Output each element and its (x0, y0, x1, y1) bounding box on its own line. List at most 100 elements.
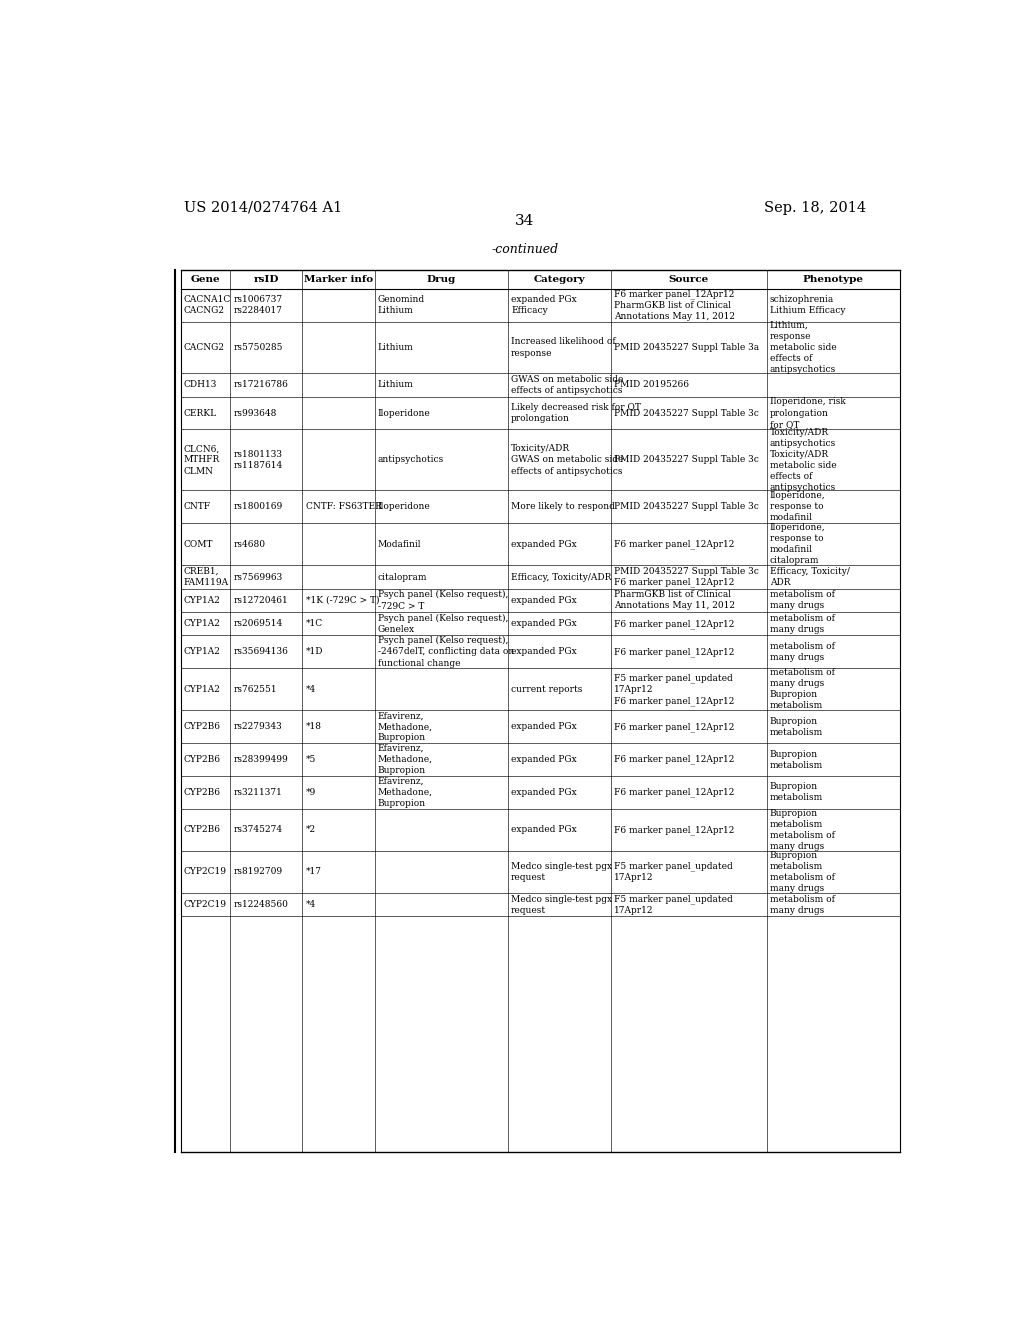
Text: *9: *9 (305, 788, 315, 797)
Text: expanded PGx: expanded PGx (511, 722, 577, 731)
Text: Iloperidone: Iloperidone (378, 503, 431, 511)
Text: metabolism of
many drugs: metabolism of many drugs (770, 895, 835, 915)
Text: expanded PGx: expanded PGx (511, 647, 577, 656)
Text: CLCN6,
MTHFR
CLMN: CLCN6, MTHFR CLMN (183, 445, 220, 475)
Text: *5: *5 (305, 755, 316, 764)
Text: Bupropion
metabolism: Bupropion metabolism (770, 717, 823, 737)
Text: Psych panel (Kelso request),
-729C > T: Psych panel (Kelso request), -729C > T (378, 590, 508, 611)
Text: Source: Source (669, 275, 709, 284)
Text: COMT: COMT (183, 540, 213, 549)
Text: Lithium: Lithium (378, 380, 414, 389)
Text: metabolism of
many drugs
Bupropion
metabolism: metabolism of many drugs Bupropion metab… (770, 668, 835, 710)
Text: Efficacy, Toxicity/
ADR: Efficacy, Toxicity/ ADR (770, 568, 850, 587)
Text: Toxicity/ADR
antipsychotics
Toxicity/ADR
metabolic side
effects of
antipsychotic: Toxicity/ADR antipsychotics Toxicity/ADR… (770, 428, 837, 492)
Text: F6 marker panel_12Apr12: F6 marker panel_12Apr12 (613, 755, 734, 764)
Text: Bupropion
metabolism: Bupropion metabolism (770, 750, 823, 770)
Text: PMID 20435227 Suppl Table 3c: PMID 20435227 Suppl Table 3c (613, 503, 759, 511)
Text: F5 marker panel_updated
17Apr12
F6 marker panel_12Apr12: F5 marker panel_updated 17Apr12 F6 marke… (613, 673, 734, 706)
Text: PharmGKB list of Clinical
Annotations May 11, 2012: PharmGKB list of Clinical Annotations Ma… (613, 590, 735, 610)
Text: *4: *4 (305, 685, 315, 694)
Text: CYP2B6: CYP2B6 (183, 755, 221, 764)
Text: Psych panel (Kelso request),
Genelex: Psych panel (Kelso request), Genelex (378, 614, 508, 634)
Text: Medco single-test pgx
request: Medco single-test pgx request (511, 895, 612, 915)
Text: 34: 34 (515, 214, 535, 228)
Text: Lithium,
response
metabolic side
effects of
antipsychotics: Lithium, response metabolic side effects… (770, 321, 837, 375)
Text: rs1800169: rs1800169 (233, 503, 283, 511)
Text: Iloperidone,
response to
modafinil: Iloperidone, response to modafinil (770, 491, 825, 523)
Text: Marker info: Marker info (304, 275, 373, 284)
Text: Sep. 18, 2014: Sep. 18, 2014 (764, 201, 866, 215)
Text: Efavirenz,
Methadone,
Bupropion: Efavirenz, Methadone, Bupropion (378, 744, 433, 775)
Text: More likely to respond: More likely to respond (511, 503, 615, 511)
Text: Drug: Drug (427, 275, 456, 284)
Text: CYP2B6: CYP2B6 (183, 825, 221, 834)
Text: *1K (-729C > T): *1K (-729C > T) (305, 595, 379, 605)
Text: expanded PGx: expanded PGx (511, 755, 577, 764)
Text: Increased likelihood of
response: Increased likelihood of response (511, 338, 615, 358)
Text: Likely decreased risk for QT
prolongation: Likely decreased risk for QT prolongatio… (511, 403, 641, 424)
Text: F5 marker panel_updated
17Apr12: F5 marker panel_updated 17Apr12 (613, 895, 732, 915)
Text: rs5750285: rs5750285 (233, 343, 283, 352)
Text: F6 marker panel_12Apr12
PharmGKB list of Clinical
Annotations May 11, 2012: F6 marker panel_12Apr12 PharmGKB list of… (613, 289, 735, 321)
Text: expanded PGx: expanded PGx (511, 595, 577, 605)
Text: antipsychotics: antipsychotics (378, 455, 444, 465)
Text: expanded PGx: expanded PGx (511, 825, 577, 834)
Text: expanded PGx
Efficacy: expanded PGx Efficacy (511, 296, 577, 315)
Text: CYP2B6: CYP2B6 (183, 722, 221, 731)
Text: Toxicity/ADR
GWAS on metabolic side
effects of antipsychotics: Toxicity/ADR GWAS on metabolic side effe… (511, 445, 624, 475)
Text: metabolism of
many drugs: metabolism of many drugs (770, 642, 835, 661)
Text: PMID 20435227 Suppl Table 3c: PMID 20435227 Suppl Table 3c (613, 409, 759, 417)
Text: CDH13: CDH13 (183, 380, 217, 389)
Text: rs7569963: rs7569963 (233, 573, 283, 582)
Text: rs17216786: rs17216786 (233, 380, 288, 389)
Text: *17: *17 (305, 867, 322, 876)
Text: Phenotype: Phenotype (803, 275, 864, 284)
Text: CACNG2: CACNG2 (183, 343, 225, 352)
Text: rsID: rsID (254, 275, 280, 284)
Text: Psych panel (Kelso request),
-2467delT, conflicting data on
functional change: Psych panel (Kelso request), -2467delT, … (378, 636, 514, 668)
Text: expanded PGx: expanded PGx (511, 540, 577, 549)
Text: F5 marker panel_updated
17Apr12: F5 marker panel_updated 17Apr12 (613, 862, 732, 882)
Text: F6 marker panel_12Apr12: F6 marker panel_12Apr12 (613, 647, 734, 657)
Text: CNTF: FS63TER: CNTF: FS63TER (305, 503, 382, 511)
Text: current reports: current reports (511, 685, 583, 694)
Text: *4: *4 (305, 900, 315, 909)
Text: rs8192709: rs8192709 (233, 867, 283, 876)
Text: Efficacy, Toxicity/ADR: Efficacy, Toxicity/ADR (511, 573, 611, 582)
Text: -continued: -continued (492, 243, 558, 256)
Text: metabolism of
many drugs: metabolism of many drugs (770, 590, 835, 610)
Text: metabolism of
many drugs: metabolism of many drugs (770, 614, 835, 634)
Text: PMID 20435227 Suppl Table 3c
F6 marker panel_12Apr12: PMID 20435227 Suppl Table 3c F6 marker p… (613, 566, 759, 587)
Text: rs12720461: rs12720461 (233, 595, 288, 605)
Text: rs2069514: rs2069514 (233, 619, 283, 628)
Text: rs35694136: rs35694136 (233, 647, 288, 656)
Text: Efavirenz,
Methadone,
Bupropion: Efavirenz, Methadone, Bupropion (378, 711, 433, 742)
Text: rs762551: rs762551 (233, 685, 276, 694)
Text: rs1801133
rs1187614: rs1801133 rs1187614 (233, 450, 283, 470)
Text: CYP2C19: CYP2C19 (183, 900, 226, 909)
Text: rs3745274: rs3745274 (233, 825, 283, 834)
Text: *1C: *1C (305, 619, 323, 628)
Text: rs4680: rs4680 (233, 540, 265, 549)
Text: expanded PGx: expanded PGx (511, 788, 577, 797)
Text: CREB1,
FAM119A: CREB1, FAM119A (183, 568, 229, 587)
Text: PMID 20435227 Suppl Table 3c: PMID 20435227 Suppl Table 3c (613, 455, 759, 465)
Text: F6 marker panel_12Apr12: F6 marker panel_12Apr12 (613, 722, 734, 731)
Text: Bupropion
metabolism: Bupropion metabolism (770, 783, 823, 803)
Text: Bupropion
metabolism
metabolism of
many drugs: Bupropion metabolism metabolism of many … (770, 851, 835, 894)
Text: Efavirenz,
Methadone,
Bupropion: Efavirenz, Methadone, Bupropion (378, 776, 433, 808)
Text: rs3211371: rs3211371 (233, 788, 283, 797)
Text: Modafinil: Modafinil (378, 540, 421, 549)
Text: CYP2B6: CYP2B6 (183, 788, 221, 797)
Text: F6 marker panel_12Apr12: F6 marker panel_12Apr12 (613, 788, 734, 797)
Text: Lithium: Lithium (378, 343, 414, 352)
Text: rs2279343: rs2279343 (233, 722, 282, 731)
Text: PMID 20435227 Suppl Table 3a: PMID 20435227 Suppl Table 3a (613, 343, 759, 352)
Text: CACNA1C
CACNG2: CACNA1C CACNG2 (183, 296, 231, 315)
Text: CNTF: CNTF (183, 503, 211, 511)
Text: expanded PGx: expanded PGx (511, 619, 577, 628)
Text: Iloperidone,
response to
modafinil
citalopram: Iloperidone, response to modafinil cital… (770, 523, 825, 565)
Text: Iloperidone, risk
prolongation
for QT: Iloperidone, risk prolongation for QT (770, 397, 846, 429)
Text: Medco single-test pgx
request: Medco single-test pgx request (511, 862, 612, 882)
Text: citalopram: citalopram (378, 573, 427, 582)
